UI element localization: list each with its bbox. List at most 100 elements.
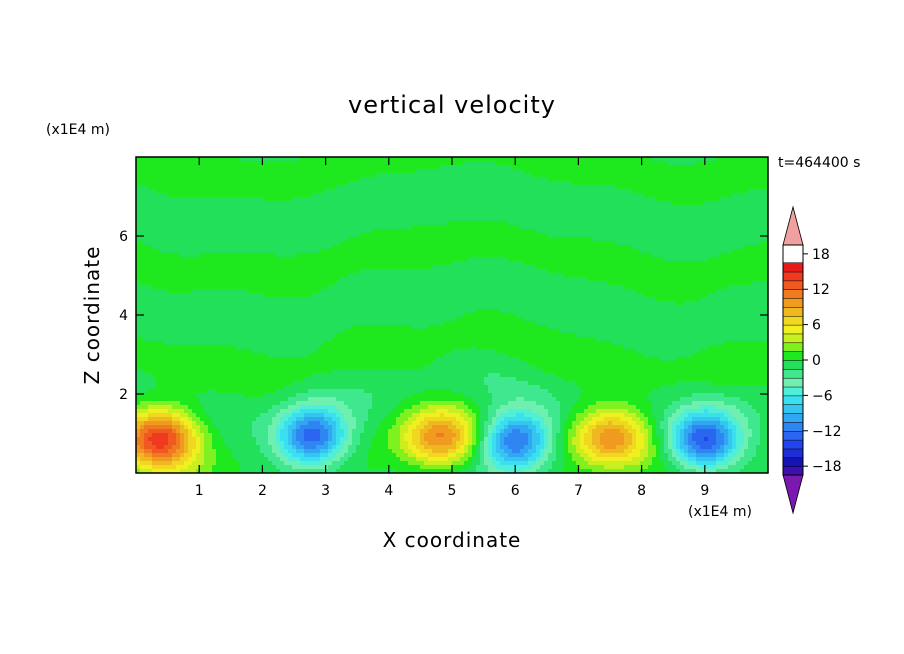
- contour-cell: [228, 313, 233, 318]
- contour-cell: [196, 161, 201, 166]
- contour-cell: [164, 433, 169, 438]
- contour-cell: [208, 289, 213, 294]
- contour-cell: [152, 333, 157, 338]
- contour-cell: [308, 185, 313, 190]
- contour-cell: [232, 285, 237, 290]
- contour-cell: [180, 337, 185, 342]
- contour-cell: [292, 393, 297, 398]
- contour-cell: [148, 433, 153, 438]
- contour-cell: [284, 157, 289, 162]
- contour-cell: [264, 185, 269, 190]
- contour-cell: [144, 353, 149, 358]
- contour-cell: [200, 265, 205, 270]
- contour-cell: [264, 429, 269, 434]
- contour-cell: [236, 161, 241, 166]
- contour-cell: [176, 337, 181, 342]
- contour-cell: [376, 345, 381, 350]
- contour-cell: [360, 369, 365, 374]
- contour-cell: [136, 229, 141, 234]
- contour-cell: [172, 393, 177, 398]
- contour-cell: [156, 285, 161, 290]
- contour-cell: [220, 413, 225, 418]
- contour-cell: [352, 189, 357, 194]
- contour-cell: [372, 341, 377, 346]
- contour-cell: [316, 173, 321, 178]
- contour-cell: [180, 469, 185, 473]
- contour-cell: [284, 345, 289, 350]
- contour-cell: [276, 373, 281, 378]
- contour-cell: [260, 221, 265, 226]
- contour-cell: [352, 293, 357, 298]
- contour-cell: [340, 453, 345, 458]
- contour-cell: [268, 229, 273, 234]
- contour-cell: [348, 345, 353, 350]
- contour-cell: [200, 417, 205, 422]
- contour-cell: [388, 197, 393, 202]
- contour-cell: [248, 353, 253, 358]
- contour-cell: [144, 245, 149, 250]
- contour-cell: [332, 405, 337, 410]
- contour-cell: [216, 445, 221, 450]
- contour-cell: [136, 337, 141, 342]
- contour-cell: [344, 305, 349, 310]
- contour-cell: [256, 181, 261, 186]
- contour-cell: [168, 301, 173, 306]
- contour-cell: [232, 249, 237, 254]
- contour-cell: [324, 449, 329, 454]
- contour-cell: [148, 321, 153, 326]
- contour-cell: [356, 253, 361, 258]
- contour-cell: [320, 169, 325, 174]
- contour-cell: [380, 397, 385, 402]
- contour-cell: [380, 405, 385, 410]
- contour-cell: [172, 441, 177, 446]
- contour-cell: [288, 257, 293, 262]
- contour-cell: [356, 157, 361, 162]
- contour-cell: [384, 405, 389, 410]
- contour-cell: [296, 405, 301, 410]
- contour-cell: [224, 417, 229, 422]
- contour-cell: [152, 425, 157, 430]
- contour-cell: [372, 365, 377, 370]
- contour-cell: [272, 177, 277, 182]
- contour-cell: [136, 237, 141, 242]
- contour-cell: [380, 173, 385, 178]
- contour-cell: [268, 365, 273, 370]
- contour-cell: [152, 269, 157, 274]
- contour-cell: [376, 185, 381, 190]
- contour-cell: [380, 333, 385, 338]
- contour-cell: [276, 197, 281, 202]
- contour-cell: [152, 357, 157, 362]
- contour-cell: [256, 433, 261, 438]
- contour-cell: [208, 173, 213, 178]
- contour-cell: [140, 437, 145, 442]
- contour-cell: [316, 265, 321, 270]
- contour-cell: [300, 365, 305, 370]
- contour-cell: [352, 389, 357, 394]
- contour-cell: [156, 173, 161, 178]
- contour-cell: [200, 409, 205, 414]
- contour-cell: [360, 277, 365, 282]
- contour-cell: [212, 221, 217, 226]
- contour-cell: [308, 441, 313, 446]
- contour-cell: [384, 425, 389, 430]
- contour-cell: [240, 189, 245, 194]
- contour-cell: [220, 273, 225, 278]
- contour-cell: [300, 337, 305, 342]
- contour-cell: [232, 349, 237, 354]
- contour-cell: [220, 201, 225, 206]
- contour-cell: [336, 321, 341, 326]
- contour-cell: [140, 357, 145, 362]
- contour-cell: [152, 197, 157, 202]
- contour-cell: [200, 333, 205, 338]
- contour-cell: [204, 225, 209, 230]
- contour-cell: [268, 161, 273, 166]
- contour-cell: [136, 277, 141, 282]
- contour-cell: [224, 329, 229, 334]
- contour-cell: [308, 433, 313, 438]
- contour-cell: [304, 249, 309, 254]
- contour-cell: [296, 301, 301, 306]
- contour-cell: [284, 333, 289, 338]
- contour-cell: [260, 233, 265, 238]
- contour-cell: [256, 177, 261, 182]
- contour-cell: [268, 425, 273, 430]
